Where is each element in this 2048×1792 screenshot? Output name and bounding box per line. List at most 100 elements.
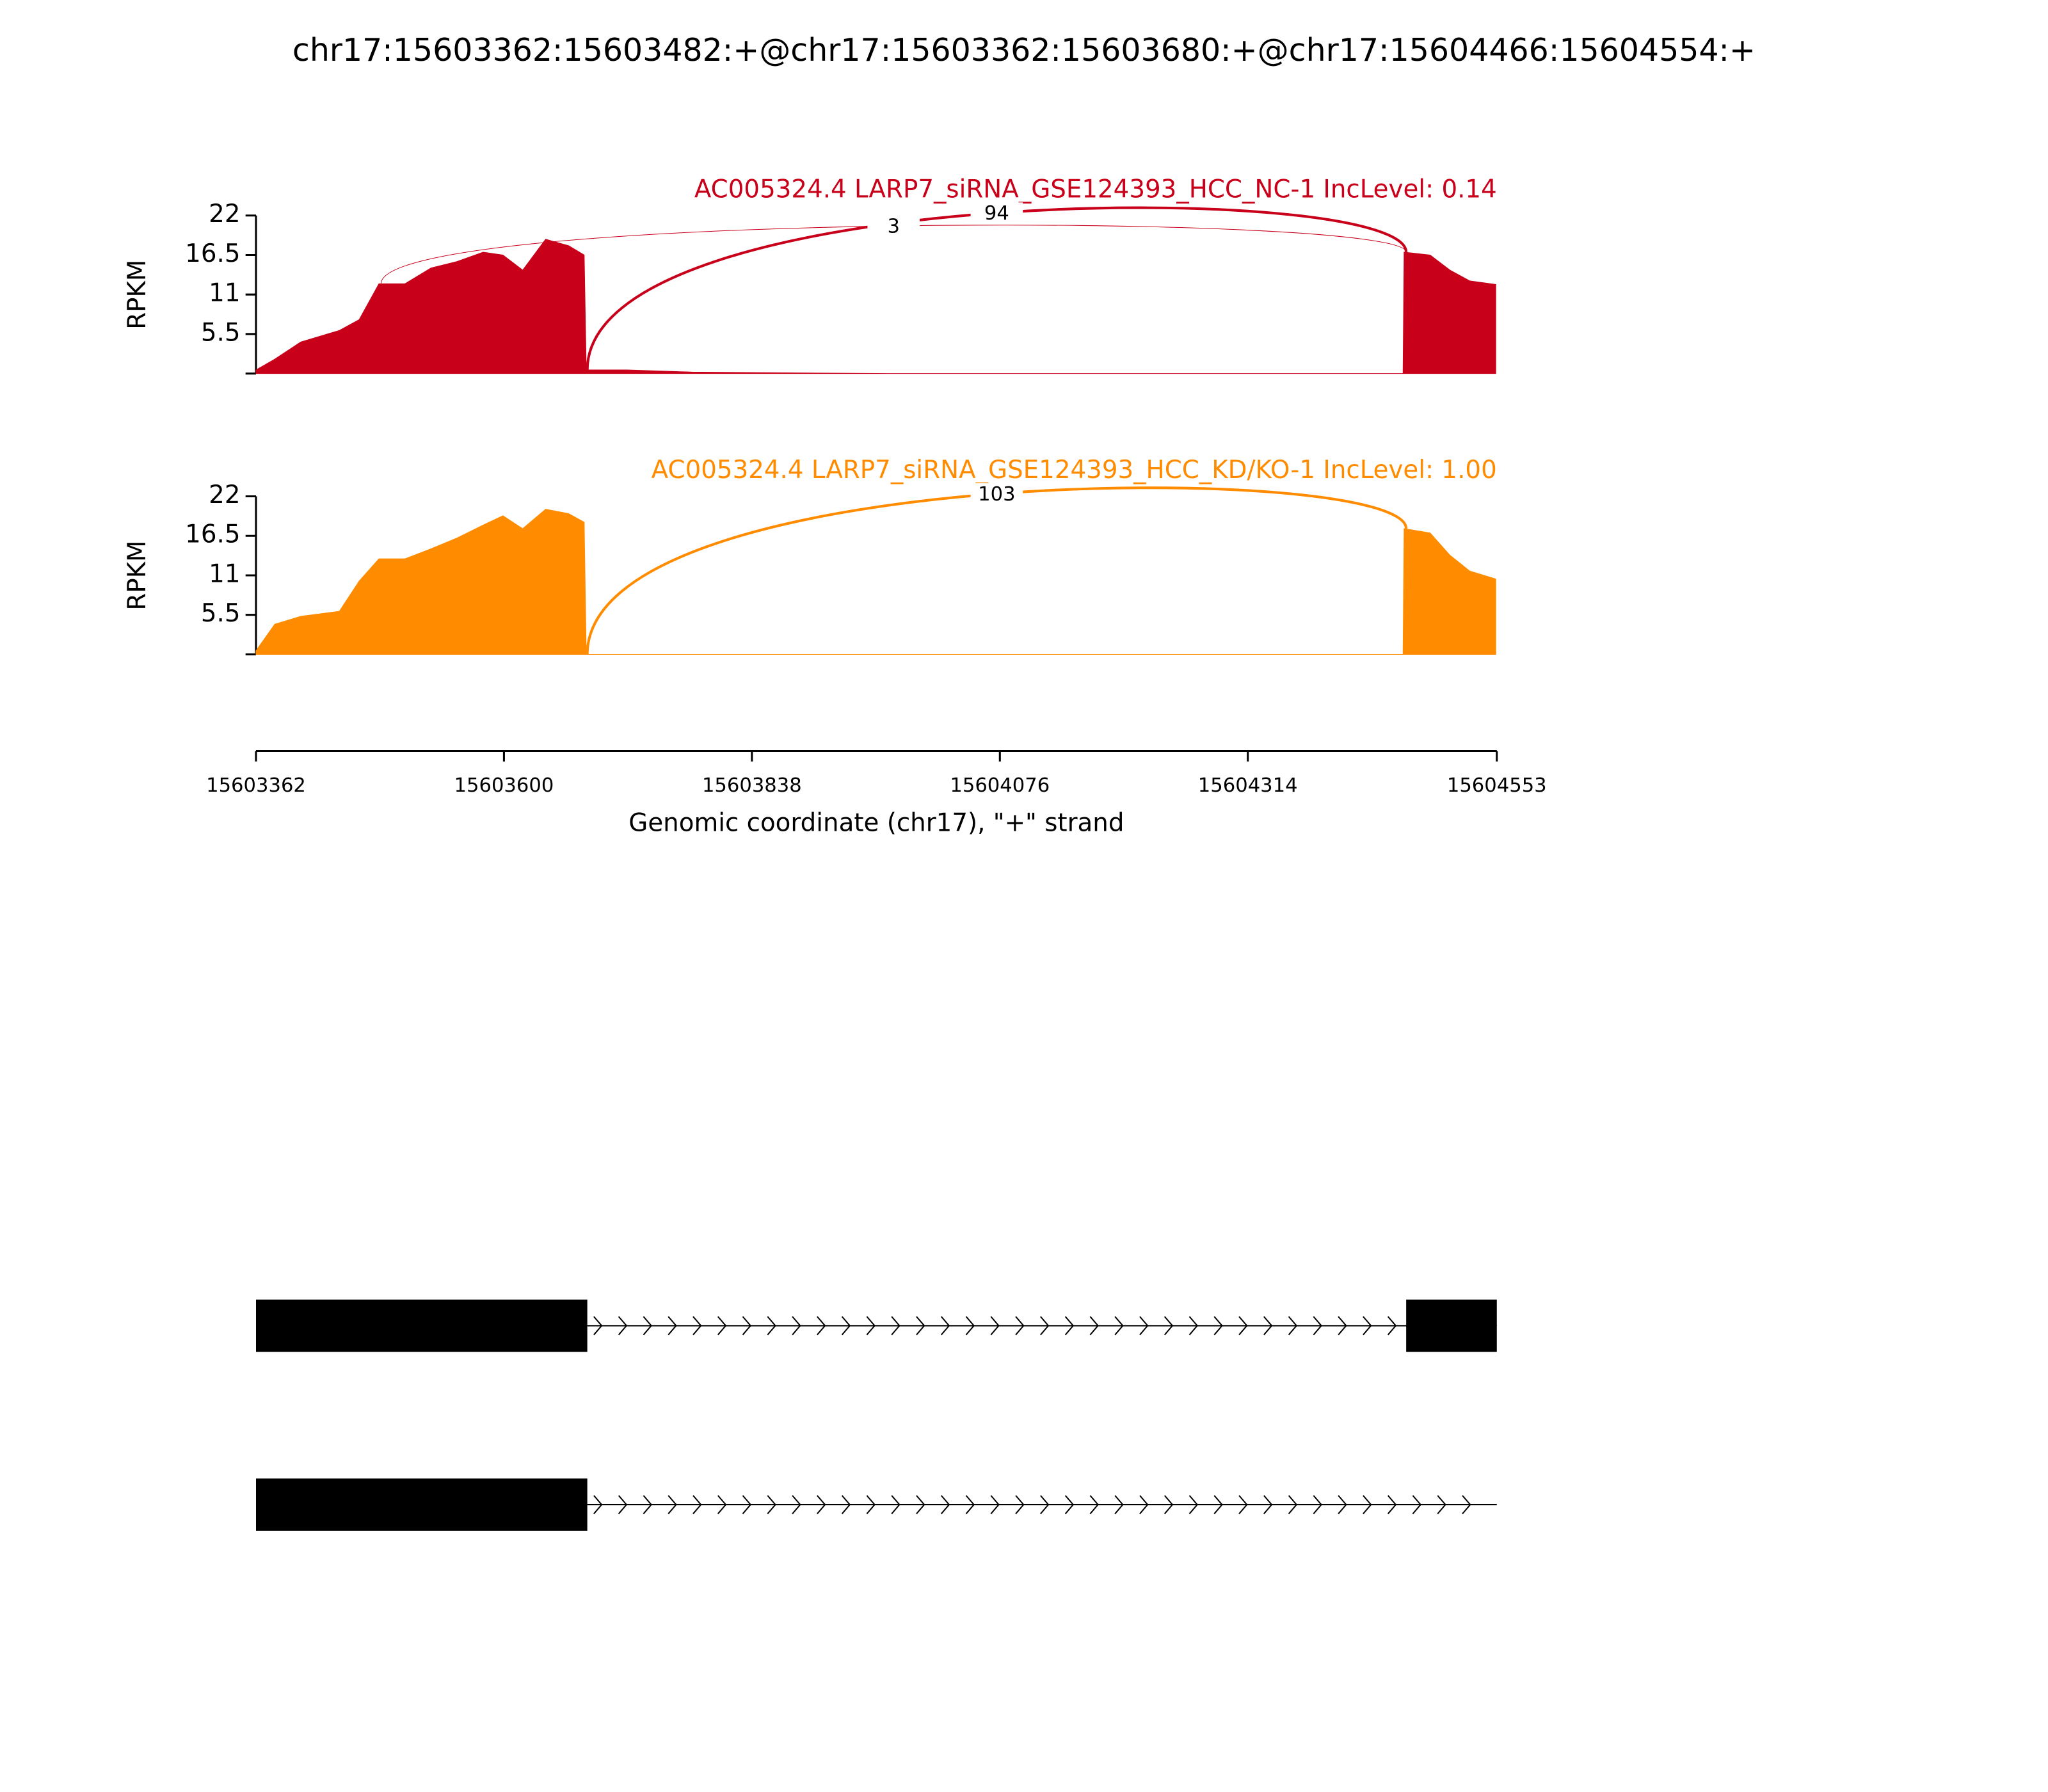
strand-chevron — [717, 1495, 727, 1514]
strand-chevron — [841, 1495, 851, 1514]
strand-chevron — [1040, 1316, 1050, 1336]
y-tick-label: 5.5 — [201, 318, 241, 347]
strand-chevron — [593, 1495, 603, 1514]
exon — [1406, 1299, 1497, 1352]
strand-chevron — [916, 1495, 925, 1514]
strand-chevron — [1338, 1316, 1347, 1336]
strand-chevron — [940, 1495, 950, 1514]
strand-chevron — [817, 1495, 826, 1514]
x-tick-label: 15604076 — [950, 774, 1050, 797]
strand-chevron — [1015, 1495, 1025, 1514]
y-tick-label: 11 — [209, 279, 240, 308]
y-tick-label: 22 — [209, 481, 240, 509]
strand-chevron — [1213, 1316, 1223, 1336]
y-tick-label: 22 — [209, 200, 240, 228]
strand-chevron — [668, 1495, 677, 1514]
junction-arc — [586, 486, 1408, 655]
strand-chevron — [618, 1495, 628, 1514]
strand-chevron — [1288, 1316, 1298, 1336]
x-tick-label: 15603362 — [206, 774, 306, 797]
strand-chevron — [1313, 1316, 1322, 1336]
strand-chevron — [668, 1316, 677, 1336]
y-tick-label: 16.5 — [185, 520, 240, 549]
strand-chevron — [1064, 1316, 1075, 1336]
y-axis-label: RPKM — [123, 260, 152, 330]
strand-chevron — [866, 1495, 876, 1514]
strand-chevron — [1089, 1316, 1099, 1336]
strand-chevron — [1114, 1495, 1124, 1514]
strand-chevron — [767, 1495, 776, 1514]
y-axis-label: RPKM — [123, 540, 152, 610]
strand-chevron — [742, 1495, 752, 1514]
strand-chevron — [692, 1495, 702, 1514]
strand-chevron — [1387, 1495, 1397, 1514]
strand-chevron — [965, 1495, 975, 1514]
strand-chevron — [1338, 1495, 1347, 1514]
strand-chevron — [891, 1316, 900, 1336]
strand-chevron — [916, 1316, 925, 1336]
strand-chevron — [1462, 1495, 1471, 1514]
coverage-area — [255, 239, 1496, 374]
strand-chevron — [1313, 1495, 1322, 1514]
strand-chevron — [1288, 1495, 1298, 1514]
x-tick-label: 15604553 — [1447, 774, 1547, 797]
strand-chevron — [1064, 1495, 1075, 1514]
junction-label: 3 — [888, 216, 900, 238]
strand-chevron — [643, 1495, 653, 1514]
strand-chevron — [940, 1316, 950, 1336]
junction-label: 94 — [984, 202, 1009, 225]
strand-chevron — [767, 1316, 776, 1336]
strand-chevron — [1263, 1495, 1273, 1514]
y-tick-label: 16.5 — [185, 239, 240, 268]
strand-chevron — [792, 1495, 801, 1514]
panel-title: AC005324.4 LARP7_siRNA_GSE124393_HCC_KD/… — [652, 456, 1497, 484]
strand-chevron — [1188, 1495, 1199, 1514]
x-tick-label: 15603600 — [454, 774, 554, 797]
strand-chevron — [990, 1316, 1000, 1336]
strand-chevron — [1263, 1316, 1273, 1336]
strand-chevron — [692, 1316, 702, 1336]
strand-chevron — [1238, 1316, 1248, 1336]
strand-chevron — [1114, 1316, 1124, 1336]
strand-chevron — [817, 1316, 826, 1336]
strand-chevron — [1238, 1495, 1248, 1514]
y-tick-label: 5.5 — [201, 599, 241, 628]
strand-chevron — [1139, 1316, 1149, 1336]
strand-chevron — [1412, 1495, 1422, 1514]
chart-title: chr17:15603362:15603482:+@chr17:15603362… — [292, 32, 1756, 68]
junction-label: 103 — [978, 483, 1015, 506]
x-axis-label: Genomic coordinate (chr17), "+" strand — [628, 808, 1124, 837]
strand-chevron — [792, 1316, 801, 1336]
strand-chevron — [891, 1495, 900, 1514]
strand-chevron — [1040, 1495, 1050, 1514]
strand-chevron — [717, 1316, 727, 1336]
strand-chevron — [742, 1316, 752, 1336]
junction-label-bg — [867, 215, 920, 237]
x-tick-label: 15603838 — [702, 774, 802, 797]
coverage-area — [255, 509, 1496, 655]
junction-label-bg — [970, 483, 1023, 504]
exon — [256, 1478, 588, 1531]
strand-chevron — [1188, 1316, 1199, 1336]
strand-chevron — [965, 1316, 975, 1336]
strand-chevron — [1363, 1495, 1372, 1514]
x-tick-label: 15604314 — [1198, 774, 1298, 797]
strand-chevron — [841, 1316, 851, 1336]
strand-chevron — [1089, 1495, 1099, 1514]
y-tick-label: 11 — [209, 559, 240, 588]
panel-title: AC005324.4 LARP7_siRNA_GSE124393_HCC_NC-… — [694, 175, 1497, 204]
strand-chevron — [1387, 1316, 1397, 1336]
strand-chevron — [1164, 1316, 1174, 1336]
strand-chevron — [593, 1316, 603, 1336]
exon — [256, 1299, 588, 1352]
strand-chevron — [618, 1316, 628, 1336]
strand-chevron — [643, 1316, 653, 1336]
strand-chevron — [1164, 1495, 1174, 1514]
strand-chevron — [1015, 1316, 1025, 1336]
strand-chevron — [1363, 1316, 1372, 1336]
strand-chevron — [1213, 1495, 1223, 1514]
strand-chevron — [1139, 1495, 1149, 1514]
strand-chevron — [866, 1316, 876, 1336]
strand-chevron — [1437, 1495, 1446, 1514]
